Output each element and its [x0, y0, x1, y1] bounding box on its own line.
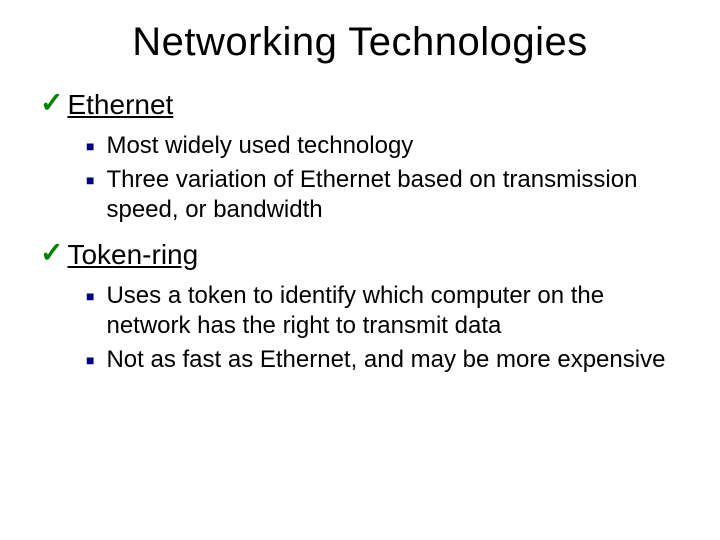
square-icon: ■	[86, 131, 94, 161]
list-item: ■ Not as fast as Ethernet, and may be mo…	[86, 345, 680, 375]
bullet-text: Uses a token to identify which computer …	[106, 281, 680, 341]
section-header: ✓ Token-ring	[40, 239, 680, 271]
slide: Networking Technologies ✓ Ethernet ■ Mos…	[0, 0, 720, 540]
section-ethernet: ✓ Ethernet ■ Most widely used technology…	[40, 89, 680, 225]
bullet-list: ■ Most widely used technology ■ Three va…	[86, 131, 680, 225]
list-item: ■ Most widely used technology	[86, 131, 680, 161]
section-token-ring: ✓ Token-ring ■ Uses a token to identify …	[40, 239, 680, 375]
section-heading: Ethernet	[67, 89, 173, 121]
section-heading: Token-ring	[67, 239, 198, 271]
list-item: ■ Uses a token to identify which compute…	[86, 281, 680, 341]
square-icon: ■	[86, 165, 94, 195]
bullet-text: Not as fast as Ethernet, and may be more…	[106, 345, 665, 375]
slide-title: Networking Technologies	[40, 20, 680, 65]
list-item: ■ Three variation of Ethernet based on t…	[86, 165, 680, 225]
square-icon: ■	[86, 345, 94, 375]
check-icon: ✓	[40, 239, 63, 267]
check-icon: ✓	[40, 89, 63, 117]
bullet-list: ■ Uses a token to identify which compute…	[86, 281, 680, 375]
bullet-text: Most widely used technology	[106, 131, 413, 161]
section-header: ✓ Ethernet	[40, 89, 680, 121]
square-icon: ■	[86, 281, 94, 311]
bullet-text: Three variation of Ethernet based on tra…	[106, 165, 680, 225]
